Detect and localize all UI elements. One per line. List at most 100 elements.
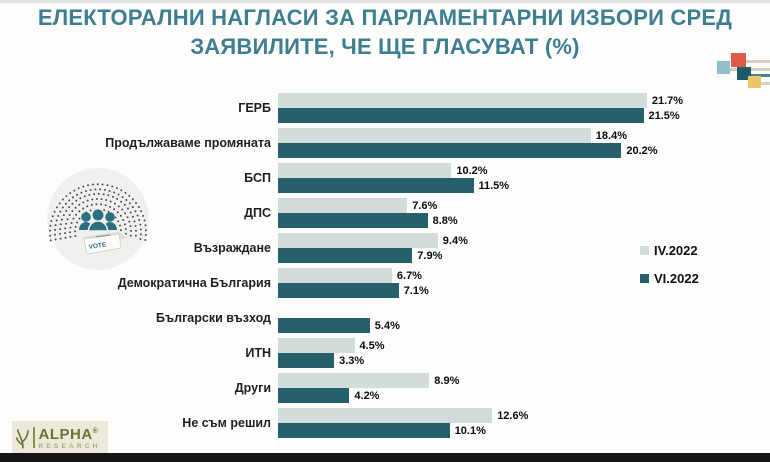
bar-vi-2022 bbox=[278, 388, 350, 403]
bar-chart: ГЕРБ 21.7% 21.5% Продължаваме промяната 18.4… bbox=[0, 93, 683, 443]
bar-vi-2022 bbox=[278, 213, 428, 228]
bar-group: 12.6% 10.1% bbox=[278, 408, 528, 438]
bar-line: 5.4% bbox=[278, 318, 400, 333]
bar-vi-2022 bbox=[278, 143, 622, 158]
chart-row: Възраждане 9.4% 7.9% bbox=[0, 233, 683, 263]
legend-item: IV.2022 bbox=[640, 243, 699, 258]
bar-group: 8.9% 4.2% bbox=[278, 373, 459, 403]
voters-group-icon bbox=[79, 208, 117, 232]
category-label: ГЕРБ bbox=[238, 101, 271, 115]
value-label: 9.4% bbox=[442, 234, 468, 247]
category-label: Възраждане bbox=[193, 241, 271, 255]
value-label: 3.3% bbox=[339, 354, 365, 367]
bar-line: 3.3% bbox=[278, 353, 385, 368]
chart-legend: IV.2022 VI.2022 bbox=[640, 243, 699, 299]
category-label: БСП bbox=[244, 171, 271, 185]
bar-line: 21.5% bbox=[278, 108, 683, 123]
value-label: 4.5% bbox=[359, 339, 385, 352]
bar-group: 7.6% 8.8% bbox=[278, 198, 458, 228]
bar-vi-2022 bbox=[278, 108, 644, 123]
top-edge-strip bbox=[0, 0, 770, 3]
value-label: 7.1% bbox=[403, 284, 429, 297]
bar-vi-2022 bbox=[278, 353, 335, 368]
bar-iv-2022 bbox=[278, 163, 452, 178]
decor-line bbox=[759, 82, 770, 85]
value-label: 7.9% bbox=[417, 249, 443, 262]
bar-line: 11.5% bbox=[278, 178, 509, 193]
bar-line: 21.7% bbox=[278, 93, 683, 108]
category-label: Български възход bbox=[156, 311, 271, 325]
bar-line: 7.6% bbox=[278, 198, 458, 213]
title-line-1: ЕЛЕКТОРАЛНИ НАГЛАСИ ЗА ПАРЛАМЕНТАРНИ ИЗБ… bbox=[37, 5, 733, 30]
parliament-vote-icon: VOTE bbox=[47, 168, 149, 270]
leaf-icon bbox=[15, 428, 29, 449]
bar-group: 6.7% 7.1% bbox=[278, 268, 429, 298]
bar-group: 4.5% 3.3% bbox=[278, 338, 385, 368]
value-label: 4.2% bbox=[354, 389, 380, 402]
decor-square-teal bbox=[737, 67, 751, 80]
category-label: ДПС bbox=[244, 206, 271, 220]
bar-line: 8.9% bbox=[278, 373, 459, 388]
category-label: Демократична България bbox=[117, 276, 271, 290]
logo-trademark: ® bbox=[92, 428, 99, 435]
title-line-2: ЗАЯВИЛИТЕ, ЧЕ ЩЕ ГЛАСУВАТ (%) bbox=[190, 34, 580, 59]
bar-group: 5.4% bbox=[278, 303, 400, 333]
legend-item: VI.2022 bbox=[640, 271, 699, 286]
chart-row: БСП 10.2% 11.5% bbox=[0, 163, 683, 193]
category-label: Не съм решил bbox=[182, 416, 271, 430]
bar-group: 18.4% 20.2% bbox=[278, 128, 658, 158]
bar-iv-2022 bbox=[278, 268, 392, 283]
bar-iv-2022 bbox=[278, 408, 493, 423]
value-label: 11.5% bbox=[478, 179, 510, 192]
bar-iv-2022 bbox=[278, 128, 591, 143]
chart-row: Продължаваме промяната 18.4% 20.2% bbox=[0, 128, 683, 158]
chart-row: Български възход 5.4% bbox=[0, 303, 683, 333]
alpha-research-logo: ALPHA® RESEARCH bbox=[12, 421, 108, 454]
bar-line bbox=[278, 303, 400, 318]
bar-line: 7.9% bbox=[278, 248, 468, 263]
value-label: 21.5% bbox=[648, 109, 680, 122]
value-label: 5.4% bbox=[374, 319, 400, 332]
chart-row: Други 8.9% 4.2% bbox=[0, 373, 683, 403]
bar-line: 12.6% bbox=[278, 408, 528, 423]
value-label: 20.2% bbox=[626, 144, 658, 157]
decor-square-blue bbox=[717, 61, 730, 74]
bar-line: 8.8% bbox=[278, 213, 458, 228]
decor-square-yellow bbox=[748, 76, 761, 88]
bar-group: 10.2% 11.5% bbox=[278, 163, 509, 193]
value-label: 6.7% bbox=[396, 269, 422, 282]
chart-row: Демократична България 6.7% 7.1% bbox=[0, 268, 683, 298]
logo-divider bbox=[33, 427, 35, 448]
bar-vi-2022 bbox=[278, 178, 474, 193]
value-label: 10.2% bbox=[456, 164, 488, 177]
page-title: ЕЛЕКТОРАЛНИ НАГЛАСИ ЗА ПАРЛАМЕНТАРНИ ИЗБ… bbox=[0, 3, 770, 61]
bar-group: 21.7% 21.5% bbox=[278, 93, 683, 123]
value-label: 10.1% bbox=[454, 424, 486, 437]
chart-row: ИТН 4.5% 3.3% bbox=[0, 338, 683, 368]
bar-vi-2022 bbox=[278, 283, 399, 298]
logo-name-text: ALPHA bbox=[38, 426, 93, 443]
value-label: 18.4% bbox=[595, 129, 627, 142]
bar-iv-2022 bbox=[278, 93, 647, 108]
ballot-box-icon: VOTE bbox=[82, 232, 128, 255]
bar-vi-2022 bbox=[278, 248, 413, 263]
bar-line: 4.5% bbox=[278, 338, 385, 353]
chart-row: Не съм решил 12.6% 10.1% bbox=[0, 408, 683, 438]
bar-vi-2022 bbox=[278, 423, 450, 438]
vote-label: VOTE bbox=[88, 241, 107, 250]
chart-row: ГЕРБ 21.7% 21.5% bbox=[0, 93, 683, 123]
bar-vi-2022 bbox=[278, 318, 370, 333]
bar-iv-2022 bbox=[278, 338, 355, 353]
category-label: Продължаваме промяната bbox=[105, 136, 271, 150]
value-label: 7.6% bbox=[412, 199, 438, 212]
legend-label: IV.2022 bbox=[654, 243, 698, 258]
bar-iv-2022 bbox=[278, 373, 430, 388]
logo-name: ALPHA® bbox=[39, 425, 101, 442]
bar-line: 4.2% bbox=[278, 388, 459, 403]
bar-iv-2022 bbox=[278, 198, 408, 213]
value-label: 8.9% bbox=[434, 374, 460, 387]
value-label: 21.7% bbox=[651, 94, 684, 107]
legend-swatch bbox=[640, 246, 649, 255]
bar-line: 9.4% bbox=[278, 233, 468, 248]
bar-line: 20.2% bbox=[278, 143, 658, 158]
